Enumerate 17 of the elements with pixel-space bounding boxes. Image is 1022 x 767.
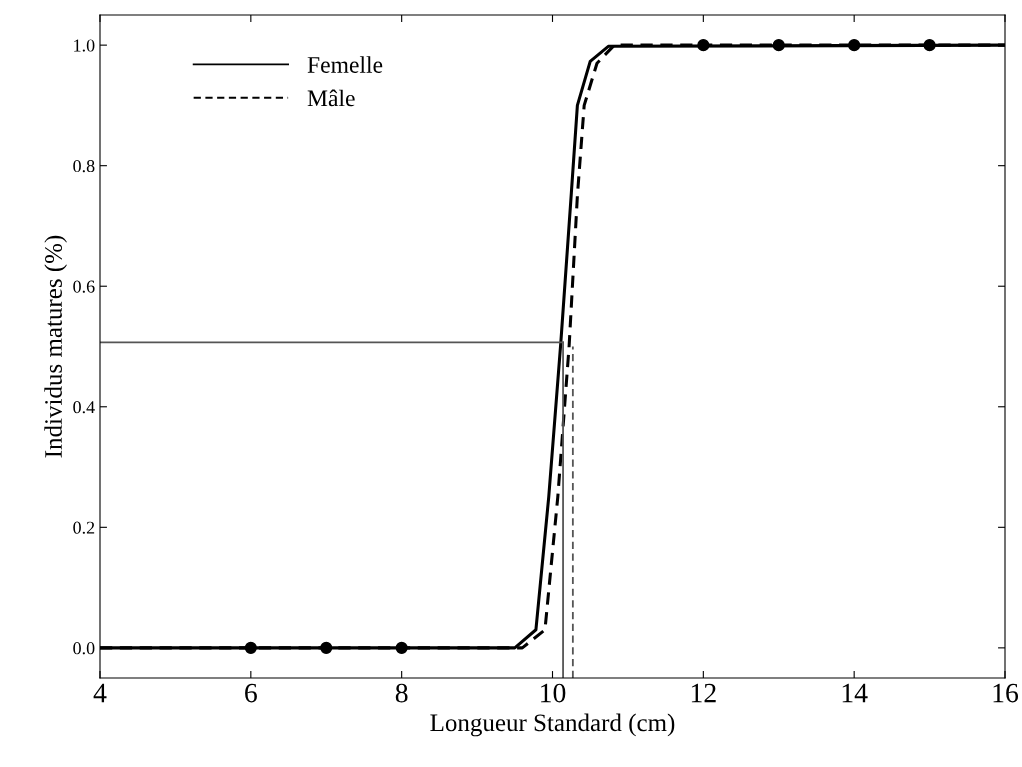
x-tick-label: 14: [842, 683, 868, 703]
x-tick-label: 10: [541, 683, 566, 703]
x-tick-label: 12: [691, 683, 716, 703]
y-tick-label: 0.8: [73, 159, 95, 173]
x-tick-label: 8: [395, 683, 408, 703]
legend-label: Mâle: [307, 89, 355, 107]
x-tick-label: 4: [93, 683, 107, 703]
y-tick-label: 0.2: [73, 521, 95, 534]
y-tick-label: 0.4: [73, 401, 95, 414]
legend-label: Femelle: [307, 56, 383, 73]
y-axis-title: Individus matures (%): [44, 235, 68, 458]
y-tick-label: 1.0: [74, 39, 95, 52]
x-tick-label: 16: [993, 683, 1019, 703]
x-tick-label: 6: [245, 683, 257, 703]
x-axis-title: Longueur Standard (cm): [430, 713, 675, 737]
y-tick-label: 0.6: [73, 280, 95, 293]
y-tick-label: 0.0: [73, 642, 95, 655]
